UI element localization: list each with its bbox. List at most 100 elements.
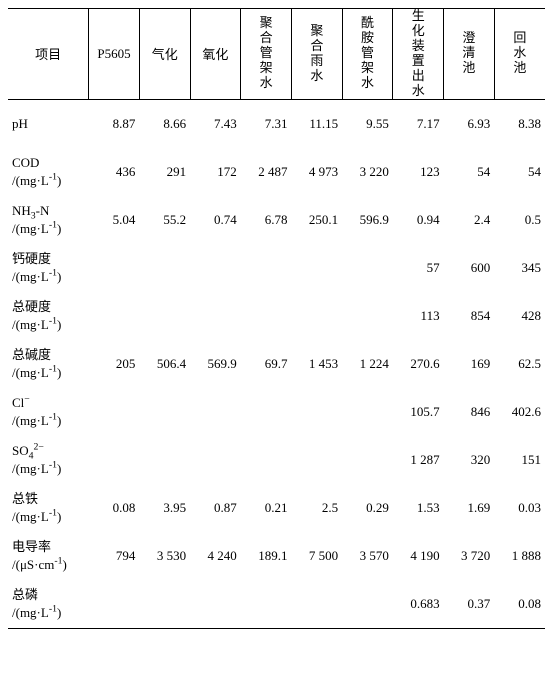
cell-value: 794 bbox=[89, 532, 140, 580]
header-first: 项目 bbox=[8, 9, 89, 100]
cell-value: 172 bbox=[190, 148, 241, 196]
row-label: 电导率/(μS·cm-1) bbox=[8, 532, 89, 580]
row-label: 总硬度/(mg·L-1) bbox=[8, 292, 89, 340]
table-row: NH3-N/(mg·L-1)5.0455.20.746.78250.1596.9… bbox=[8, 196, 545, 244]
cell-value bbox=[342, 388, 393, 436]
cell-value: 3.95 bbox=[139, 484, 190, 532]
cell-value bbox=[291, 436, 342, 484]
cell-value: 205 bbox=[89, 340, 140, 388]
column-header: 回水池 bbox=[494, 9, 545, 100]
cell-value: 0.94 bbox=[393, 196, 444, 244]
cell-value: 6.78 bbox=[241, 196, 292, 244]
water-quality-table: 项目P5605气化氧化聚合管架水聚合雨水酰胺管架水生化装置出水澄清池回水池 pH… bbox=[8, 8, 545, 629]
cell-value bbox=[89, 388, 140, 436]
cell-value: 123 bbox=[393, 148, 444, 196]
column-header: 气化 bbox=[139, 9, 190, 100]
cell-value bbox=[89, 580, 140, 629]
cell-value: 3 720 bbox=[444, 532, 495, 580]
cell-value: 5.04 bbox=[89, 196, 140, 244]
cell-value: 3 570 bbox=[342, 532, 393, 580]
cell-value: 436 bbox=[89, 148, 140, 196]
cell-value bbox=[89, 436, 140, 484]
cell-value: 11.15 bbox=[291, 99, 342, 148]
cell-value: 113 bbox=[393, 292, 444, 340]
row-label: NH3-N/(mg·L-1) bbox=[8, 196, 89, 244]
table-row: SO42−/(mg·L-1)1 287320151 bbox=[8, 436, 545, 484]
column-header: 氧化 bbox=[190, 9, 241, 100]
cell-value bbox=[89, 244, 140, 292]
cell-value bbox=[139, 436, 190, 484]
cell-value bbox=[139, 580, 190, 629]
cell-value: 3 530 bbox=[139, 532, 190, 580]
cell-value: 151 bbox=[494, 436, 545, 484]
column-header: 聚合管架水 bbox=[241, 9, 292, 100]
cell-value: 506.4 bbox=[139, 340, 190, 388]
cell-value: 0.5 bbox=[494, 196, 545, 244]
cell-value: 54 bbox=[494, 148, 545, 196]
cell-value: 600 bbox=[444, 244, 495, 292]
cell-value bbox=[291, 388, 342, 436]
cell-value: 105.7 bbox=[393, 388, 444, 436]
cell-value: 169 bbox=[444, 340, 495, 388]
cell-value: 596.9 bbox=[342, 196, 393, 244]
cell-value: 57 bbox=[393, 244, 444, 292]
cell-value: 0.21 bbox=[241, 484, 292, 532]
cell-value: 345 bbox=[494, 244, 545, 292]
cell-value bbox=[190, 436, 241, 484]
cell-value: 8.66 bbox=[139, 99, 190, 148]
column-header: 澄清池 bbox=[444, 9, 495, 100]
cell-value bbox=[241, 388, 292, 436]
cell-value: 8.87 bbox=[89, 99, 140, 148]
table-row: COD/(mg·L-1)4362911722 4874 9733 2201235… bbox=[8, 148, 545, 196]
table-row: 钙硬度/(mg·L-1) 57600345 bbox=[8, 244, 545, 292]
cell-value: 54 bbox=[444, 148, 495, 196]
cell-value: 55.2 bbox=[139, 196, 190, 244]
table-row: 总碱度/(mg·L-1)205506.4569.969.71 4531 2242… bbox=[8, 340, 545, 388]
cell-value: 1.69 bbox=[444, 484, 495, 532]
cell-value: 0.03 bbox=[494, 484, 545, 532]
cell-value: 2.4 bbox=[444, 196, 495, 244]
cell-value: 250.1 bbox=[291, 196, 342, 244]
cell-value: 189.1 bbox=[241, 532, 292, 580]
table-row: 总硬度/(mg·L-1)113854428 bbox=[8, 292, 545, 340]
cell-value bbox=[342, 244, 393, 292]
cell-value bbox=[291, 244, 342, 292]
row-label: 总铁/(mg·L-1) bbox=[8, 484, 89, 532]
cell-value: 0.37 bbox=[444, 580, 495, 629]
cell-value: 7.17 bbox=[393, 99, 444, 148]
cell-value bbox=[190, 388, 241, 436]
cell-value bbox=[241, 580, 292, 629]
cell-value bbox=[241, 292, 292, 340]
cell-value: 3 220 bbox=[342, 148, 393, 196]
cell-value bbox=[89, 292, 140, 340]
table-row: 总铁/(mg·L-1)0.083.950.870.212.50.291.531.… bbox=[8, 484, 545, 532]
cell-value: 0.08 bbox=[494, 580, 545, 629]
cell-value: 0.87 bbox=[190, 484, 241, 532]
cell-value: 62.5 bbox=[494, 340, 545, 388]
cell-value: 69.7 bbox=[241, 340, 292, 388]
cell-value: 846 bbox=[444, 388, 495, 436]
column-header: 生化装置出水 bbox=[393, 9, 444, 100]
cell-value bbox=[291, 580, 342, 629]
cell-value: 320 bbox=[444, 436, 495, 484]
cell-value bbox=[291, 292, 342, 340]
cell-value bbox=[241, 436, 292, 484]
table-row: 总磷/(mg·L-1)0.6830.370.08 bbox=[8, 580, 545, 629]
cell-value bbox=[241, 244, 292, 292]
cell-value: 4 973 bbox=[291, 148, 342, 196]
cell-value: 1 224 bbox=[342, 340, 393, 388]
row-label: Cl−/(mg·L-1) bbox=[8, 388, 89, 436]
row-label: pH bbox=[8, 99, 89, 148]
cell-value: 854 bbox=[444, 292, 495, 340]
column-header: 酰胺管架水 bbox=[342, 9, 393, 100]
row-label: 总碱度/(mg·L-1) bbox=[8, 340, 89, 388]
cell-value: 0.74 bbox=[190, 196, 241, 244]
cell-value: 8.38 bbox=[494, 99, 545, 148]
cell-value: 0.08 bbox=[89, 484, 140, 532]
cell-value bbox=[139, 292, 190, 340]
cell-value: 1 287 bbox=[393, 436, 444, 484]
table-row: pH8.878.667.437.3111.159.557.176.938.38 bbox=[8, 99, 545, 148]
row-label: 钙硬度/(mg·L-1) bbox=[8, 244, 89, 292]
cell-value: 7.43 bbox=[190, 99, 241, 148]
cell-value: 9.55 bbox=[342, 99, 393, 148]
